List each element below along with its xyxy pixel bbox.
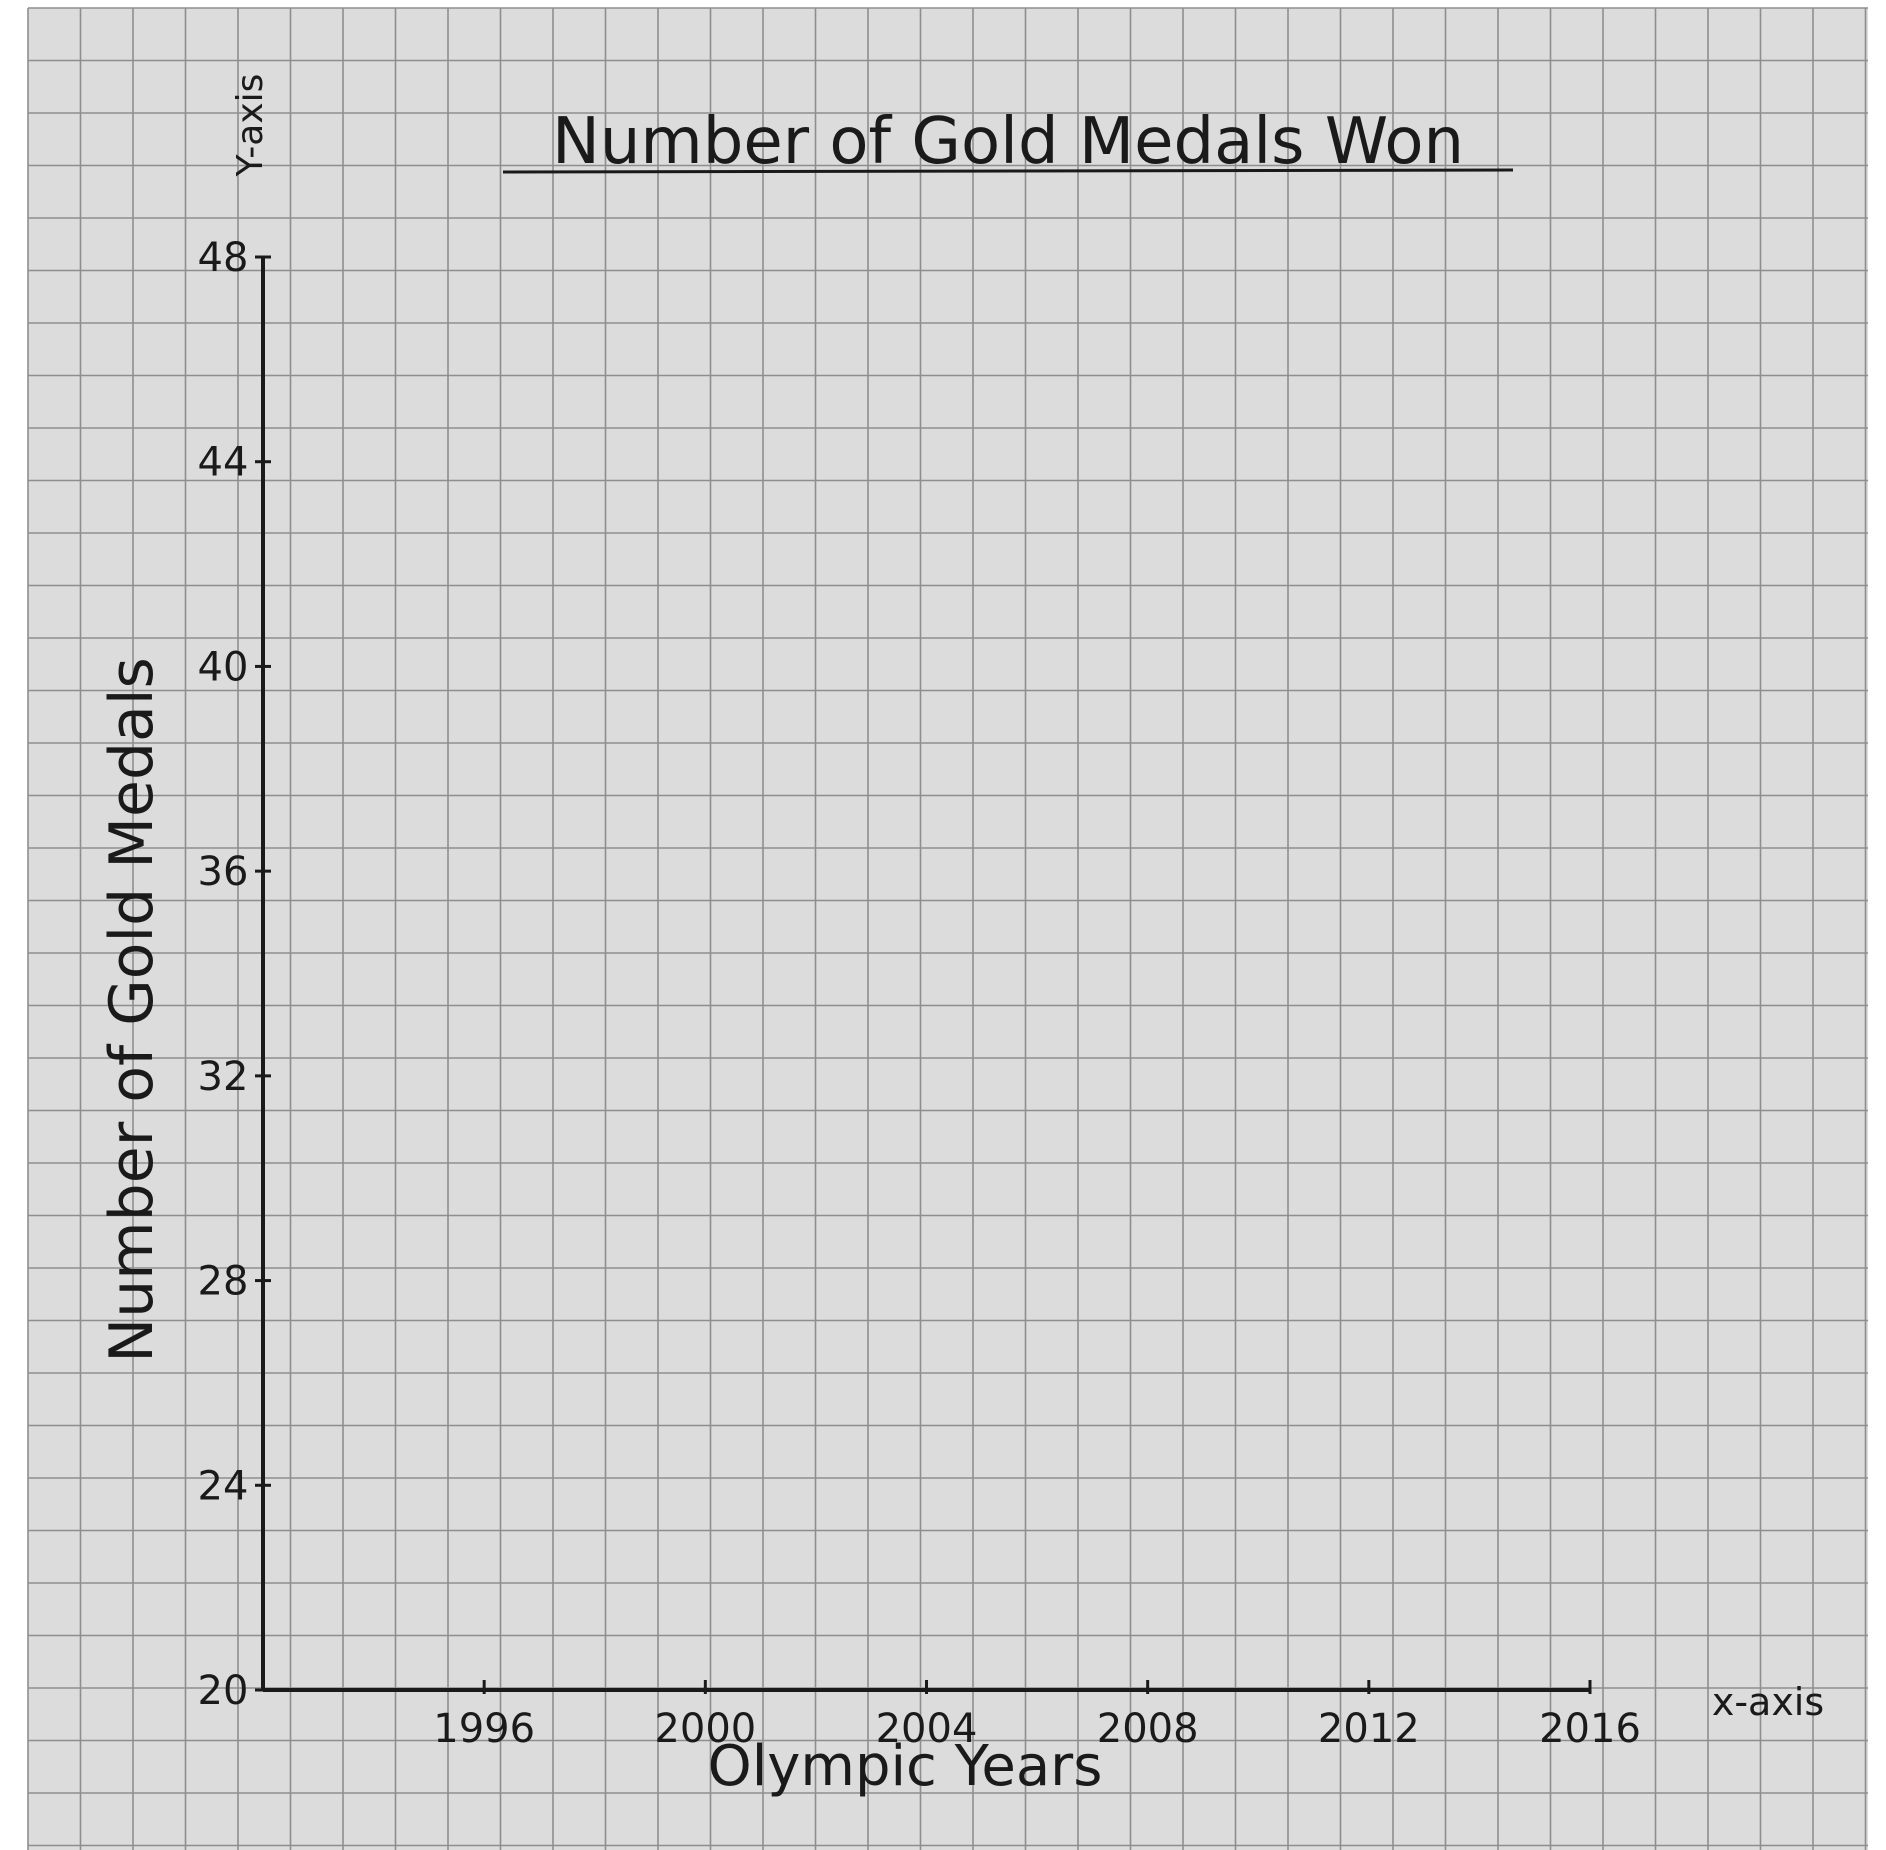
x-tick-label: 1996 bbox=[433, 1706, 535, 1752]
y-axis-label: Number of Gold Medals bbox=[97, 657, 167, 1363]
y-tick-label: 44 bbox=[198, 440, 249, 486]
grid-lines bbox=[27, 7, 1868, 1850]
y-tick-label: 28 bbox=[198, 1259, 249, 1305]
x-tick-label: 2008 bbox=[1097, 1706, 1199, 1752]
x-tick-label: 2000 bbox=[654, 1706, 756, 1752]
x-tick-label: 2012 bbox=[1318, 1706, 1420, 1752]
y-tick-label: 40 bbox=[198, 644, 249, 690]
y-tick-label: 48 bbox=[198, 235, 249, 281]
paper-background bbox=[28, 8, 1868, 1850]
y-tick-label: 32 bbox=[198, 1054, 249, 1100]
y-axis-tag: Y-axis bbox=[230, 74, 271, 178]
tick-marks bbox=[255, 255, 1592, 1694]
x-tick-labels: 1996 2000 2004 2008 2012 2016 bbox=[433, 1706, 1641, 1752]
y-tick-label: 24 bbox=[198, 1463, 249, 1509]
x-tick-label: 2004 bbox=[876, 1706, 978, 1752]
y-tick-labels: 20 24 28 32 36 40 44 48 bbox=[198, 235, 249, 1714]
y-tick-label: 36 bbox=[198, 849, 249, 895]
chart-title: Number of Gold Medals Won bbox=[552, 105, 1464, 179]
x-axis-label: Olympic Years bbox=[708, 1734, 1103, 1799]
y-tick-label: 20 bbox=[198, 1668, 249, 1714]
title-underline bbox=[502, 168, 1514, 174]
x-axis-tag: x-axis bbox=[1712, 1680, 1824, 1724]
x-tick-label: 2016 bbox=[1539, 1706, 1641, 1752]
